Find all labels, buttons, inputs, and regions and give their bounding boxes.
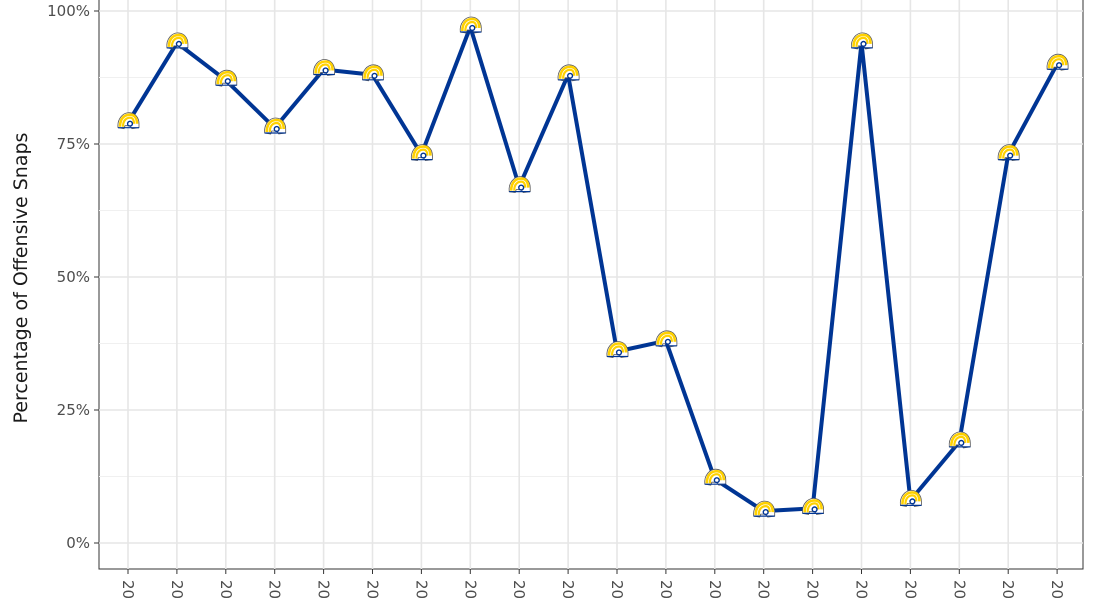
team-helmet-icon	[362, 64, 384, 82]
x-tick-label: 20	[266, 580, 284, 599]
y-axis-title: Percentage of Offensive Snaps	[10, 133, 32, 424]
x-axis: 20 20 20 20 20 20 20 20 20 20 20 20 20 20 20 20 20 20 20 20	[119, 569, 1066, 599]
x-tick-label: 20	[608, 580, 626, 599]
team-helmet-icon	[508, 176, 531, 194]
x-tick-label: 20	[510, 580, 528, 599]
x-tick-label: 20	[950, 580, 968, 599]
x-tick-label: 20	[461, 580, 479, 599]
x-tick-label: 20	[1048, 580, 1066, 599]
plot-panel	[98, 0, 1084, 570]
team-helmet-icon	[851, 32, 873, 50]
team-helmet-icon	[313, 59, 336, 76]
team-helmet-icon	[117, 112, 140, 130]
team-helmet-icon	[948, 431, 971, 449]
team-helmet-icon	[264, 117, 287, 135]
data-markers	[117, 16, 1069, 518]
x-tick-label: 20	[315, 580, 333, 599]
team-helmet-icon	[802, 497, 824, 515]
grid-lines	[99, 0, 1083, 569]
x-tick-label: 20	[999, 580, 1017, 599]
series-line	[126, 25, 1059, 514]
team-helmet-icon	[410, 144, 433, 162]
y-tick-label: 50%	[57, 268, 90, 286]
team-helmet-icon	[753, 500, 776, 518]
x-tick-label: 20	[901, 580, 919, 599]
x-tick-label: 20	[217, 580, 235, 599]
x-tick-label: 20	[804, 580, 822, 599]
y-axis: 0% 25% 50% 75% 100%	[47, 2, 99, 552]
team-helmet-icon	[655, 330, 678, 348]
y-tick-label: 100%	[47, 2, 90, 20]
x-tick-label: 20	[119, 580, 137, 599]
x-tick-label: 20	[364, 580, 382, 599]
team-helmet-icon	[557, 64, 580, 82]
x-tick-label: 20	[657, 580, 675, 599]
y-tick-label: 0%	[66, 534, 90, 552]
x-tick-label: 20	[706, 580, 724, 599]
team-helmet-icon	[215, 69, 238, 87]
x-tick-label: 20	[412, 580, 430, 599]
team-helmet-icon	[459, 16, 482, 34]
x-tick-label: 20	[559, 580, 577, 599]
x-tick-label: 20	[853, 580, 871, 599]
team-helmet-icon	[704, 468, 727, 486]
team-helmet-icon	[166, 32, 189, 50]
x-tick-label: 20	[168, 580, 186, 599]
team-helmet-icon	[1046, 53, 1069, 71]
team-helmet-icon	[899, 489, 922, 507]
team-helmet-icon	[997, 144, 1020, 162]
x-tick-label: 20	[755, 580, 773, 599]
y-tick-label: 25%	[57, 401, 90, 419]
y-tick-label: 75%	[57, 135, 90, 153]
team-helmet-icon	[606, 341, 629, 358]
